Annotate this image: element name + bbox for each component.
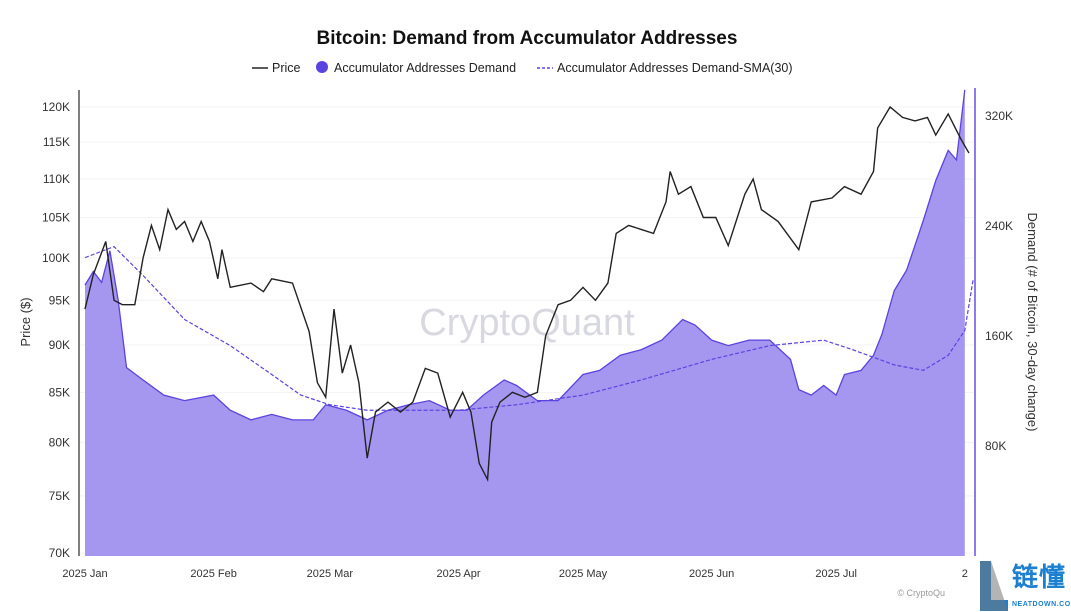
y-left-label: Price ($) [18, 297, 33, 346]
logo-l-icon [980, 561, 1008, 611]
y-right-tick: 160K [985, 329, 1013, 343]
x-tick: 2 [962, 568, 968, 580]
legend-sma[interactable]: Accumulator Addresses Demand-SMA(30) [557, 61, 793, 75]
price-line [84, 105, 970, 483]
credit: © CryptoQu [897, 588, 945, 598]
y-right-tick: 320K [985, 109, 1013, 123]
y-left-tick: 85K [49, 385, 70, 399]
x-tick: 2025 Jun [689, 568, 734, 580]
y-left-tick: 100K [42, 251, 70, 265]
legend-price[interactable]: Price [272, 61, 301, 75]
y-right-label: Demand (# of Bitcoin, 30-day change) [1025, 213, 1040, 432]
y-right-tick: 80K [985, 439, 1006, 453]
y-left-tick: 90K [49, 338, 70, 352]
sma-line [84, 245, 974, 411]
y-left-tick: 105K [42, 210, 70, 224]
demand-line [84, 89, 966, 421]
x-tick: 2025 Feb [190, 568, 236, 580]
y-left-tick: 120K [42, 100, 70, 114]
x-tick: 2025 Jul [815, 568, 857, 580]
y-left-tick: 115K [43, 135, 70, 149]
x-tick: 2025 Jan [62, 568, 107, 580]
y-left-tick: 95K [49, 293, 70, 307]
demand-area [85, 89, 965, 556]
logo-wordmark: 链懂 [1012, 562, 1067, 592]
neatdown-logo: 链懂 NEATDOWN.COM [976, 560, 1071, 612]
y-right-tick: 240K [985, 219, 1013, 233]
x-tick: 2025 May [559, 568, 608, 580]
y-left-tick: 110K [43, 172, 70, 186]
logo-url: NEATDOWN.COM [1012, 601, 1071, 608]
watermark: CryptoQuant [419, 302, 635, 344]
legend-demand-swatch [316, 61, 328, 73]
x-tick: 2025 Mar [307, 568, 354, 580]
legend-demand[interactable]: Accumulator Addresses Demand [334, 61, 516, 75]
chart-title: Bitcoin: Demand from Accumulator Address… [317, 28, 738, 49]
y-left-tick: 80K [49, 436, 70, 450]
y-left-tick: 75K [49, 489, 70, 503]
x-tick: 2025 Apr [436, 568, 480, 580]
y-left-tick: 70K [49, 546, 70, 560]
legend: Price Accumulator Addresses Demand Accum… [252, 61, 793, 75]
